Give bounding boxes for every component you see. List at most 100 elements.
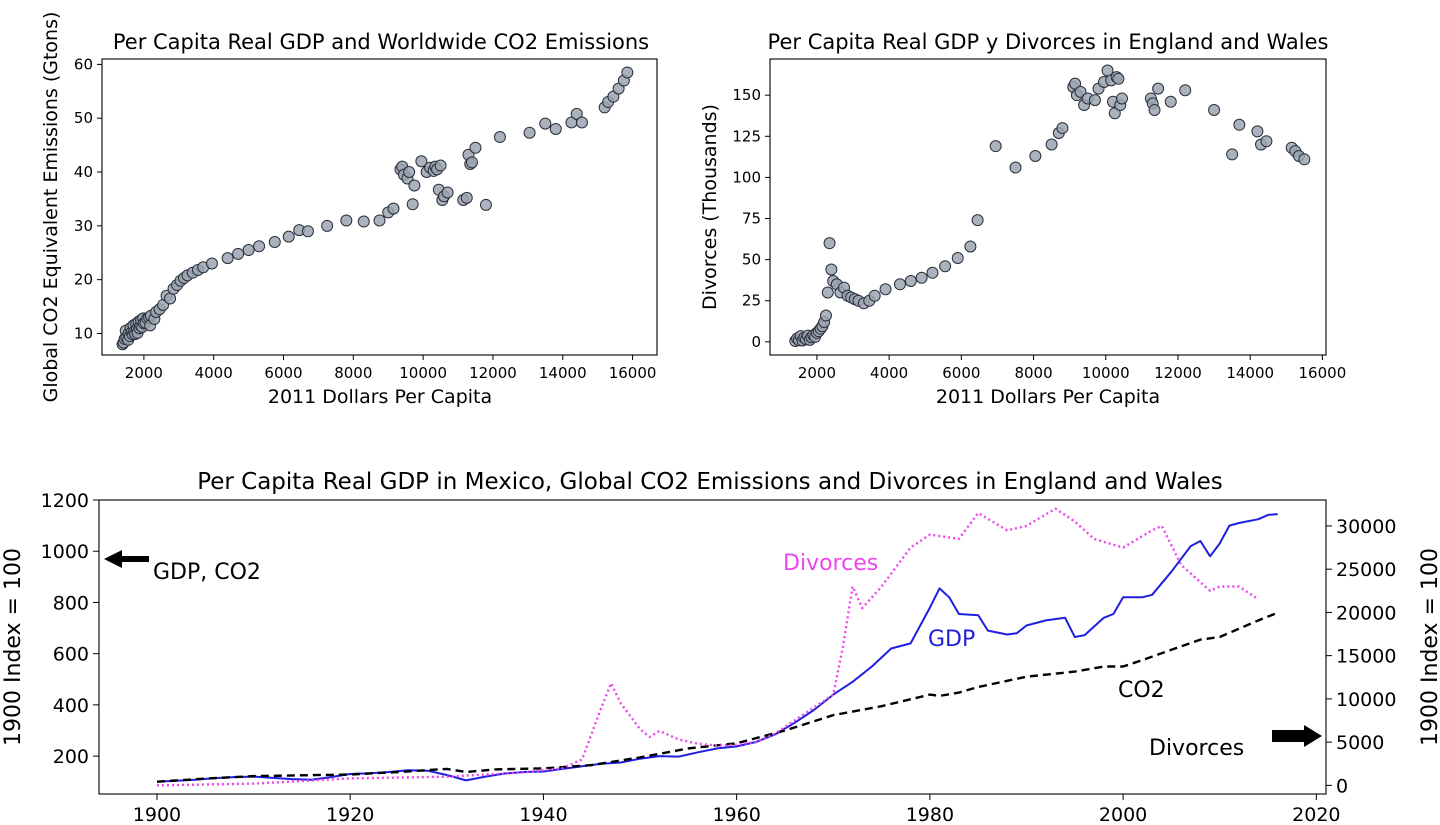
xtick-label: 6000 — [264, 364, 302, 382]
scatter-point — [232, 247, 245, 260]
scatter-point — [321, 219, 334, 232]
ytick-label: 50 — [742, 251, 761, 269]
ytick-label: 600 — [53, 644, 89, 666]
scatter-point — [441, 186, 454, 199]
series-line-divorces — [156, 507, 1260, 787]
xtick-label: 2000 — [125, 364, 163, 382]
scatter-point — [621, 66, 634, 79]
y2tick-label: 5000 — [1336, 732, 1384, 754]
scatter-point — [406, 198, 419, 211]
scatter-point — [1260, 135, 1273, 148]
chart3-ylabel-right: 1900 Index = 100 — [1418, 548, 1440, 746]
annotation-divorces-axis: Divorces — [1149, 736, 1244, 761]
ytick-label: 125 — [732, 127, 761, 145]
scatter-point — [549, 122, 562, 135]
chart3-ylabel-left: 1900 Index = 100 — [1, 548, 26, 746]
xtick-label: 2020 — [1292, 804, 1340, 825]
xtick-label: 8000 — [1014, 364, 1052, 382]
y2tick-label: 10000 — [1336, 689, 1396, 711]
ytick-label: 400 — [53, 695, 89, 717]
chart-gdp-divorces: Per Capita Real GDP y Divorces in Englan… — [699, 30, 1346, 408]
scatter-point — [357, 215, 370, 228]
xtick-label: 6000 — [942, 364, 980, 382]
y2tick-label: 0 — [1336, 775, 1348, 797]
scatter-point — [951, 251, 964, 264]
chart-time-series: Per Capita Real GDP in Mexico, Global CO… — [1, 469, 1440, 825]
scatter-point — [460, 191, 473, 204]
scatter-point — [1298, 153, 1311, 166]
scatter-point — [469, 141, 482, 154]
scatter-point — [1045, 138, 1058, 151]
ytick-label: 75 — [742, 210, 761, 228]
ytick-label: 20 — [74, 271, 93, 289]
scatter-point — [466, 156, 478, 169]
scatter-point — [1164, 95, 1177, 108]
scatter-point — [1179, 84, 1192, 97]
xtick-label: 4000 — [195, 364, 233, 382]
scatter-point — [1009, 161, 1022, 174]
ytick-label: 10 — [74, 324, 93, 342]
scatter-point — [1056, 122, 1069, 135]
scatter-point — [823, 237, 836, 250]
chart-gdp-co2: Per Capita Real GDP and Worldwide CO2 Em… — [40, 12, 658, 408]
scatter-point — [242, 244, 255, 257]
chart3-title: Per Capita Real GDP in Mexico, Global CO… — [197, 469, 1223, 495]
xtick-label: 12000 — [469, 364, 517, 382]
chart3-ticks: 1900 1920 1940 1960 1980 2000 2020 200 400 600 800… — [41, 490, 1397, 825]
chart1-ticks: 2000 4000 6000 8000 10000 12000 14000 16000 10 20… — [74, 55, 657, 382]
scatter-point — [221, 252, 234, 265]
chart2-xlabel: 2011 Dollars Per Capita — [936, 386, 1160, 408]
xtick-label: 16000 — [1299, 364, 1347, 382]
right-arrow-icon — [1272, 725, 1322, 747]
scatter-point — [939, 260, 952, 273]
chart3-lines — [156, 507, 1279, 787]
xtick-label: 2000 — [1099, 804, 1147, 825]
scatter-point — [1208, 103, 1221, 116]
scatter-point — [1116, 92, 1129, 105]
xtick-label: 14000 — [1226, 364, 1274, 382]
scatter-point — [1251, 125, 1264, 138]
scatter-point — [373, 214, 386, 227]
series-line-co2 — [156, 611, 1279, 783]
scatter-point — [1069, 77, 1082, 90]
scatter-point — [523, 126, 536, 139]
scatter-point — [434, 159, 447, 172]
scatter-point — [403, 166, 416, 179]
chart2-ticks: 2000 4000 6000 8000 10000 12000 14000 16000 0 25 5… — [732, 86, 1346, 382]
xtick-label: 1940 — [519, 804, 567, 825]
ytick-label: 0 — [751, 333, 761, 351]
xtick-label: 14000 — [539, 364, 587, 382]
scatter-point — [964, 240, 977, 253]
scatter-point — [893, 278, 906, 291]
scatter-point — [282, 230, 295, 243]
ytick-label: 150 — [732, 86, 761, 104]
scatter-point — [971, 214, 984, 227]
ytick-label: 25 — [742, 292, 761, 310]
chart1-title: Per Capita Real GDP and Worldwide CO2 Em… — [113, 30, 649, 54]
chart3-plot-area — [98, 499, 1327, 795]
chart2-points — [789, 64, 1311, 348]
scatter-point — [989, 140, 1002, 153]
scatter-point — [1233, 118, 1246, 131]
left-arrow-icon — [104, 550, 149, 568]
scatter-point — [268, 235, 281, 248]
ytick-label: 800 — [53, 592, 89, 614]
xtick-label: 1960 — [712, 804, 760, 825]
ytick-label: 100 — [732, 168, 761, 186]
scatter-point — [493, 131, 506, 144]
xtick-label: 2000 — [798, 364, 836, 382]
y2tick-label: 20000 — [1336, 602, 1396, 624]
scatter-point — [904, 275, 917, 287]
scatter-point — [415, 155, 428, 168]
xtick-label: 1980 — [906, 804, 954, 825]
scatter-point — [819, 309, 832, 322]
ytick-label: 40 — [74, 163, 93, 181]
xtick-label: 8000 — [334, 364, 372, 382]
scatter-point — [570, 107, 583, 120]
scatter-point — [915, 271, 928, 284]
chart1-xlabel: 2011 Dollars Per Capita — [268, 386, 492, 408]
scatter-point — [879, 283, 892, 296]
scatter-point — [1029, 150, 1042, 163]
ytick-label: 60 — [74, 55, 93, 73]
